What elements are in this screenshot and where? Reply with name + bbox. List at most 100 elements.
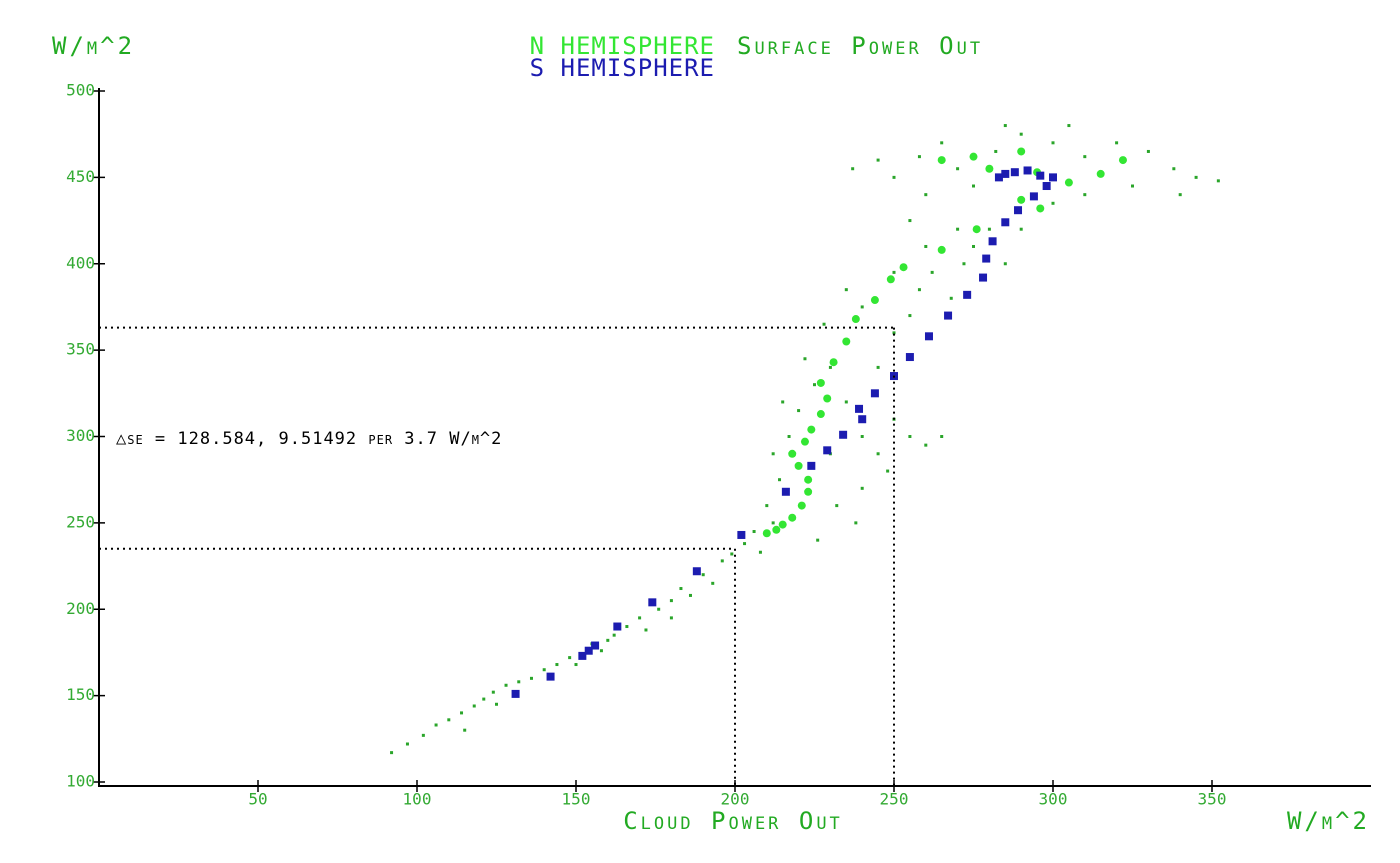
point (491, 690, 495, 694)
point (855, 404, 864, 413)
y-tick-label: 350 (66, 340, 95, 359)
point (876, 158, 880, 162)
point (669, 599, 673, 603)
point (720, 559, 724, 563)
point (657, 607, 661, 611)
point (987, 227, 991, 231)
point (1216, 179, 1220, 183)
x-unit-label: W/m^2 (1287, 807, 1370, 835)
point (781, 400, 785, 404)
point (625, 625, 629, 629)
point (829, 358, 838, 367)
y-axis-label: W/m^2 (52, 32, 135, 60)
point (546, 672, 555, 681)
point (529, 676, 533, 680)
x-tick-label: 300 (1039, 790, 1068, 809)
point (924, 244, 928, 248)
point (822, 322, 826, 326)
point (788, 513, 797, 522)
point (606, 638, 610, 642)
point (988, 237, 997, 246)
point (842, 337, 851, 346)
point (858, 415, 867, 424)
point (1194, 175, 1198, 179)
x-tick-label: 200 (721, 790, 750, 809)
point (1014, 206, 1023, 215)
point (1146, 149, 1150, 153)
point (794, 461, 803, 470)
point (797, 501, 806, 510)
point (701, 573, 705, 577)
point (979, 273, 988, 282)
point (807, 461, 816, 470)
point (813, 383, 816, 387)
annotation: △se = 128.584, 9.51492 per 3.7 W/m^2 (116, 429, 502, 449)
point (762, 529, 771, 538)
point (743, 542, 747, 546)
point (758, 550, 762, 554)
point (421, 733, 425, 737)
point (711, 581, 715, 585)
point (1001, 169, 1010, 178)
point (972, 225, 981, 234)
point (886, 275, 895, 284)
point (472, 704, 476, 708)
point (1178, 193, 1182, 197)
point (816, 410, 825, 419)
y-tick-label: 150 (66, 685, 95, 704)
point (851, 315, 860, 324)
point (771, 452, 775, 456)
point (985, 164, 994, 173)
point (892, 270, 896, 274)
point (772, 525, 781, 534)
y-tick-label: 450 (66, 167, 95, 186)
point (876, 365, 880, 369)
point (434, 723, 438, 727)
y-tick-label: 250 (66, 512, 95, 531)
point (982, 254, 991, 263)
point (1017, 147, 1026, 156)
point (908, 219, 912, 223)
point (924, 443, 928, 447)
point (613, 622, 622, 631)
point (1019, 132, 1023, 136)
point (803, 357, 807, 361)
point (1029, 192, 1038, 201)
point (870, 296, 879, 305)
point (584, 646, 593, 655)
point (778, 520, 787, 529)
point (390, 751, 394, 755)
point (517, 680, 521, 684)
point (568, 656, 572, 660)
point (804, 475, 813, 484)
point (860, 486, 864, 490)
point (886, 469, 890, 473)
legend-entry: S HEMISPHERE (530, 54, 715, 82)
point (797, 409, 801, 413)
point (1064, 178, 1073, 187)
point (800, 437, 809, 446)
x-tick-label: 350 (1198, 790, 1227, 809)
point (574, 663, 578, 667)
point (892, 175, 896, 179)
point (1042, 182, 1051, 191)
point (835, 504, 839, 508)
point (823, 446, 832, 455)
point (1118, 156, 1127, 165)
point (648, 598, 657, 607)
point (495, 702, 498, 706)
point (555, 663, 559, 667)
point (1001, 218, 1010, 227)
point (778, 478, 782, 482)
point (730, 552, 734, 556)
point (917, 288, 921, 292)
y-tick-label: 500 (66, 81, 95, 100)
point (870, 389, 879, 398)
x-axis-label: Cloud Power Out (623, 807, 843, 835)
point (876, 452, 880, 456)
point (828, 365, 832, 369)
chart-title: Surface Power Out (737, 32, 983, 60)
point (737, 530, 746, 539)
point (860, 305, 864, 309)
